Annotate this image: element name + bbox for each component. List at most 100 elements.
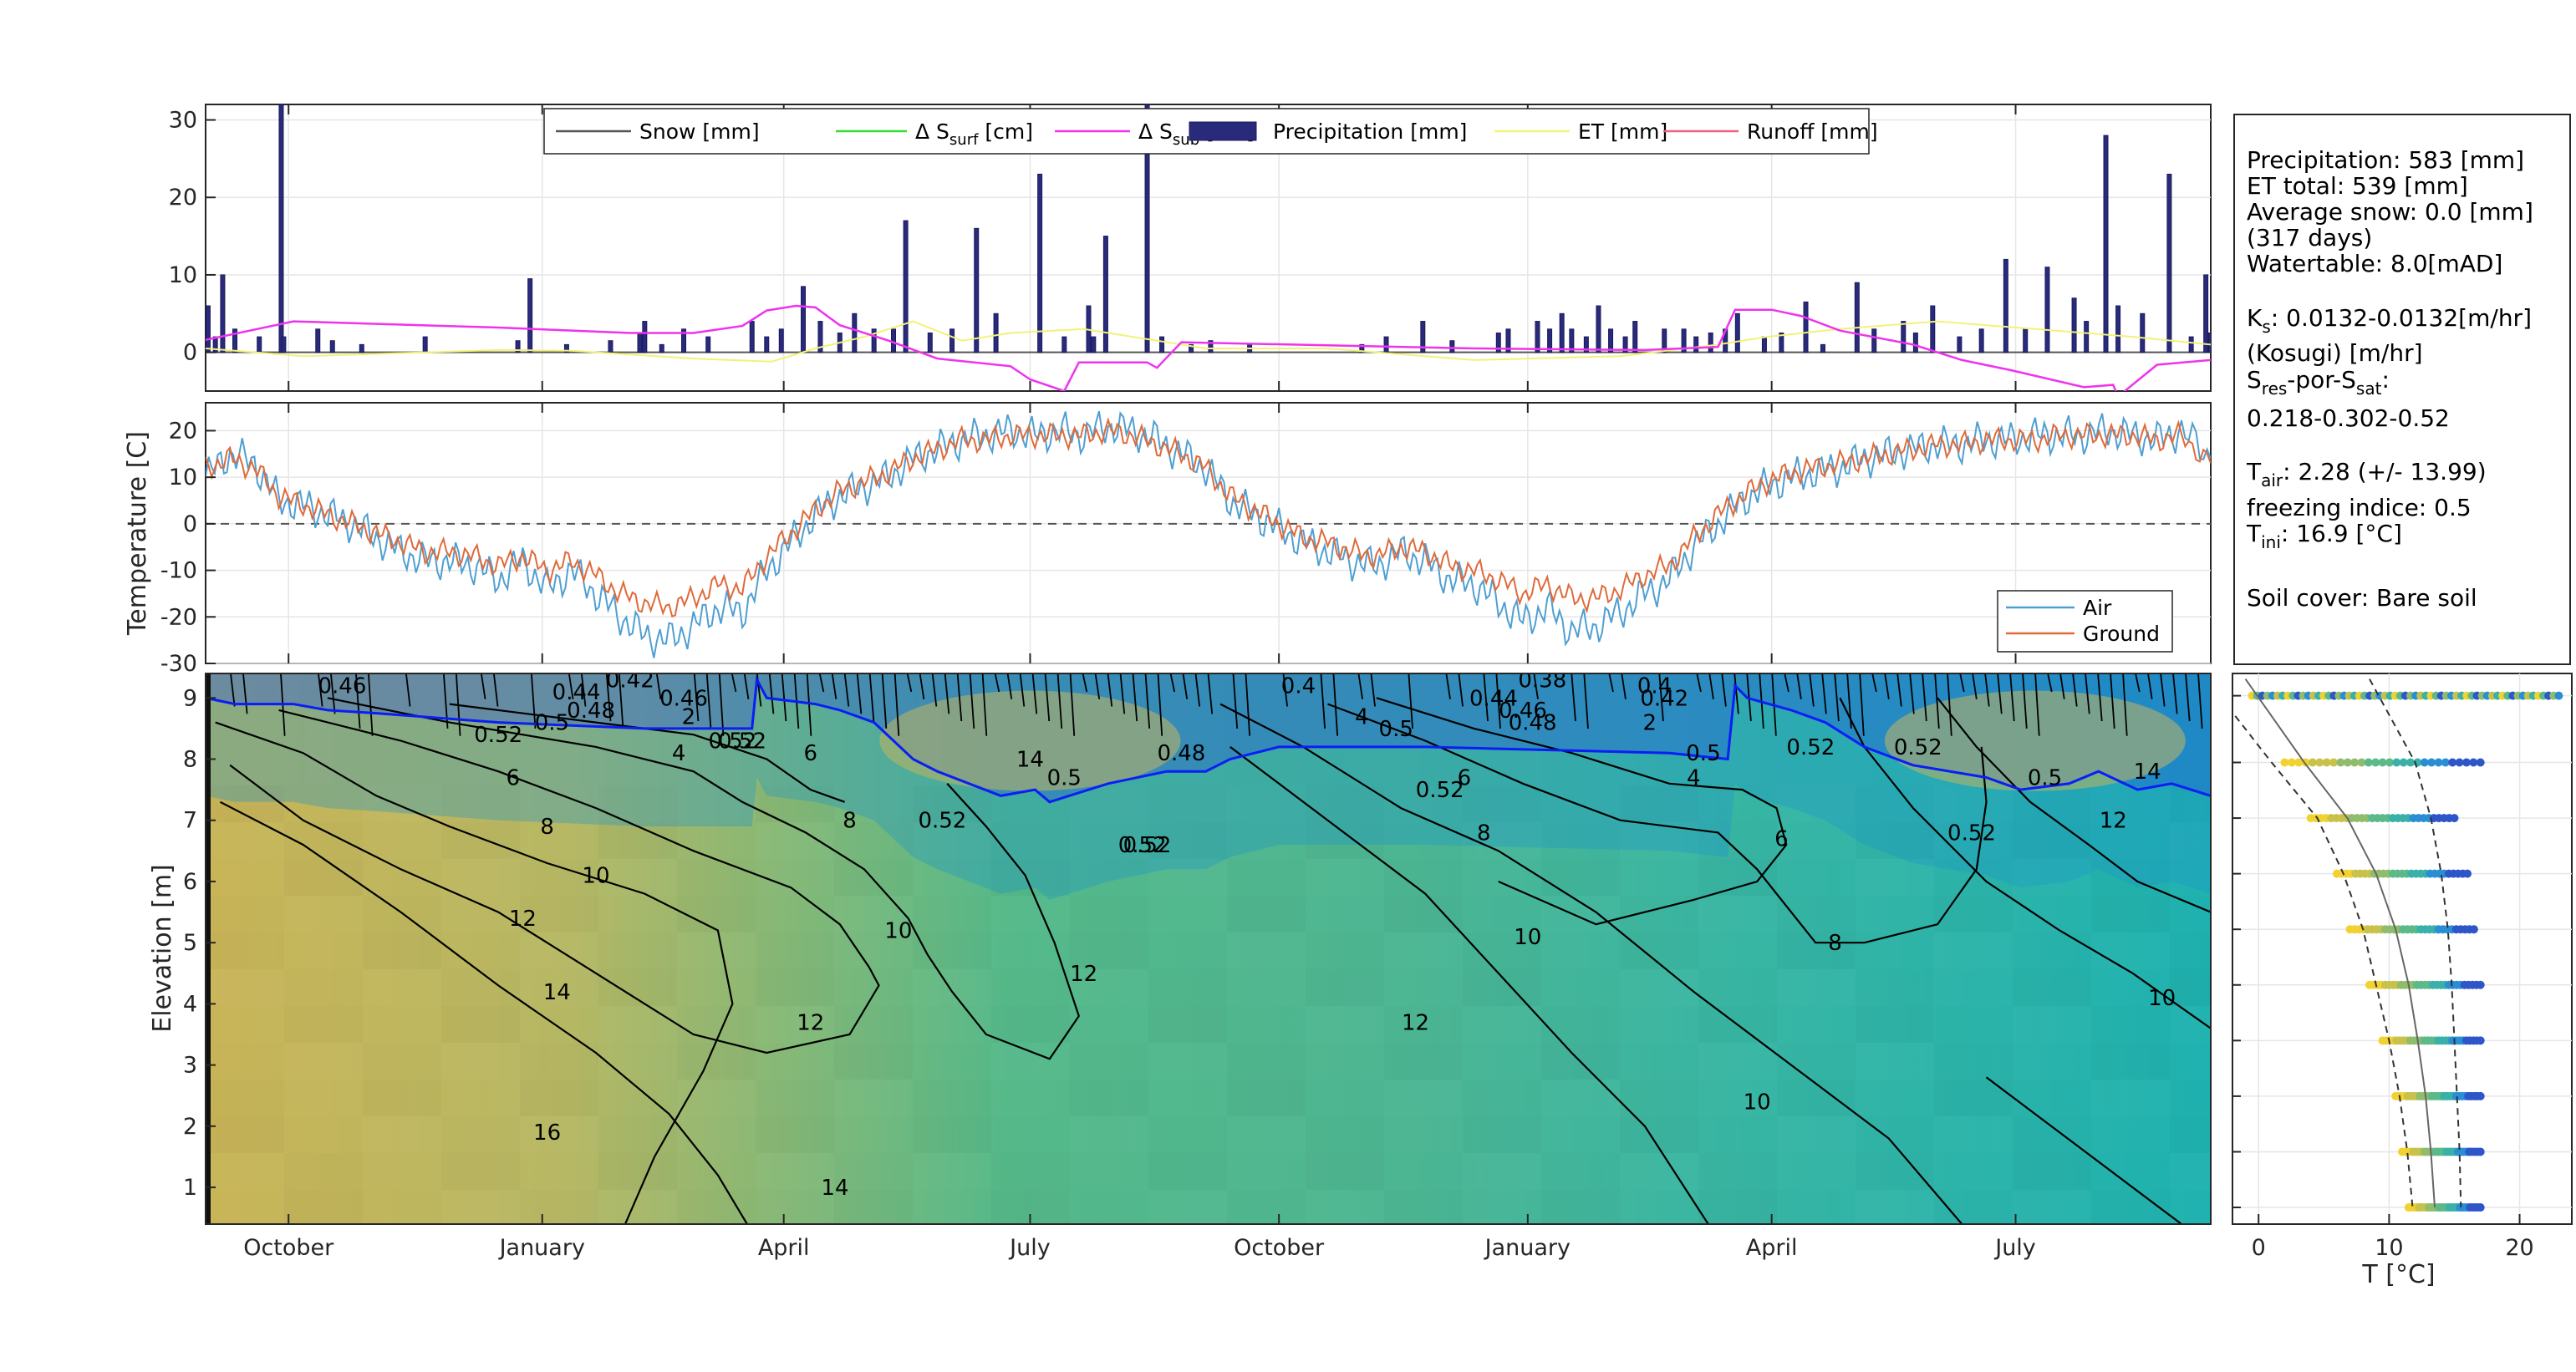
heatmap-cell — [1227, 969, 1306, 1006]
profile-envelope-low — [2232, 710, 2414, 1208]
precipitation-bar — [232, 328, 238, 353]
isotherm-contour — [219, 800, 748, 1224]
contour-label: 2 — [682, 704, 696, 729]
precipitation-bar — [220, 274, 226, 353]
surface-contour-hatch — [2072, 673, 2078, 707]
transition-zone — [206, 679, 2211, 900]
profile-point — [2420, 758, 2429, 767]
surface-contour-hatch — [230, 673, 236, 707]
precipitation-bar — [778, 328, 784, 353]
surface-contour-hatch — [818, 673, 825, 693]
profile-point — [2427, 758, 2436, 767]
heatmap-cell — [1306, 1080, 1384, 1116]
heatmap-cell — [991, 1153, 1070, 1190]
heatmap-cell — [1620, 1080, 1698, 1116]
profile-point — [2450, 814, 2459, 823]
surface-contour-hatch — [1621, 673, 1627, 699]
heatmap-cell — [1934, 932, 2013, 969]
precipitation-bar — [2103, 135, 2109, 353]
contour-label: 0.5 — [1047, 765, 1082, 790]
legend-label-4: ET [mm] — [1578, 119, 1667, 144]
surface-contour-hatch — [1144, 673, 1151, 729]
heatmap-cell — [1384, 896, 1463, 932]
surface-contour-hatch — [981, 673, 988, 736]
heatmap-cell — [1148, 1006, 1227, 1043]
heatmap-cell — [1306, 859, 1384, 896]
heatmap-cell — [1384, 1190, 1463, 1227]
wb-y-tick-label: 0 — [183, 340, 197, 366]
precipitation-bar — [1803, 301, 1809, 353]
contour-label: 14 — [2134, 760, 2161, 785]
surface-contour-hatch — [2009, 673, 2015, 722]
heatmap-cell — [834, 1080, 913, 1116]
surface-contour-hatch — [1408, 673, 1413, 729]
heatmap-cell — [1777, 1116, 1856, 1153]
temp-series-air — [206, 410, 2211, 658]
heatmap-cell — [1306, 1006, 1384, 1043]
isotherm-contour — [1229, 746, 1709, 1224]
profile-point — [2322, 758, 2331, 767]
heatmap-cell — [2091, 896, 2170, 932]
heatmap-cell — [1148, 896, 1227, 932]
heatmap-cell — [598, 822, 677, 859]
heatmap-cell — [363, 1153, 441, 1190]
surface-contour-hatch — [1533, 673, 1539, 699]
elevation-y-label: Elevation [m] — [148, 864, 177, 1033]
contour-label: 16 — [533, 1120, 561, 1146]
precipitation-bar — [1978, 328, 1984, 353]
heatmap-cell — [2091, 1153, 2170, 1190]
contour-label: 6 — [1774, 827, 1789, 852]
contour-label: 12 — [1070, 962, 1097, 987]
wb-y-tick-label: 30 — [169, 108, 197, 134]
surface-contour-hatch — [330, 673, 336, 714]
contour-label: 0.46 — [659, 686, 708, 711]
precipitation-bar — [1957, 336, 1963, 353]
heatmap-cell — [1384, 1153, 1463, 1190]
heatmap-cell — [1227, 1153, 1306, 1190]
profile-marks — [2232, 678, 2563, 1212]
month-x-tick-label: July — [1008, 1235, 1051, 1261]
month-x-tick-label: July — [1993, 1235, 2036, 1261]
contour-label: 0.52 — [918, 809, 966, 834]
heatmap-cell — [1856, 1190, 1934, 1227]
heatmap-cell — [1384, 1116, 1463, 1153]
contour-label: 8 — [1477, 821, 1491, 846]
surface-contour-hatch — [492, 673, 499, 707]
surface-contour-hatch — [906, 673, 913, 693]
heatmap-cell — [991, 1080, 1070, 1116]
temp-series-ground — [206, 417, 2211, 618]
profile-x-tick-label: 0 — [2252, 1235, 2266, 1261]
surface-contour-hatch — [931, 673, 938, 707]
heatmap-cell — [834, 1043, 913, 1080]
heatmap-cell — [441, 1116, 520, 1153]
info-soil-cover: Soil cover: Bare soil — [2247, 584, 2477, 612]
heatmap-cell — [834, 1006, 913, 1043]
contour-label: 10 — [1744, 1090, 1771, 1115]
heatmap-cell — [441, 1153, 520, 1190]
temp-y-tick-label: -10 — [160, 558, 197, 584]
contour-label: 0.4 — [1281, 674, 1316, 699]
heatmap-cell — [1856, 1006, 1934, 1043]
heatmap-cell — [363, 932, 441, 969]
surface-contour-hatch — [655, 673, 662, 699]
heatmap-cell — [2013, 896, 2091, 932]
heatmap-cell — [1620, 1043, 1698, 1080]
heatmap-cell — [1227, 896, 1306, 932]
heatmap-cell — [677, 1153, 756, 1190]
heatmap-cell — [1227, 1006, 1306, 1043]
heatmap-cell — [206, 859, 284, 896]
info-saturation-values: 0.218-0.302-0.52 — [2247, 404, 2450, 432]
precipitation-bar — [1779, 332, 1784, 353]
heatmap-cell — [756, 1080, 834, 1116]
surface-contour-hatch — [455, 673, 461, 736]
elev-y-tick-label: 2 — [183, 1114, 197, 1140]
heatmap-cell — [363, 859, 441, 896]
heatmap-cell — [1463, 1043, 1541, 1080]
profile-point — [2399, 758, 2408, 767]
precipitation-bar — [563, 343, 569, 353]
heatmap-cell — [520, 1006, 598, 1043]
precipitation-bar — [681, 328, 687, 353]
heatmap-cell — [363, 969, 441, 1006]
heatmap-cell — [913, 1006, 991, 1043]
